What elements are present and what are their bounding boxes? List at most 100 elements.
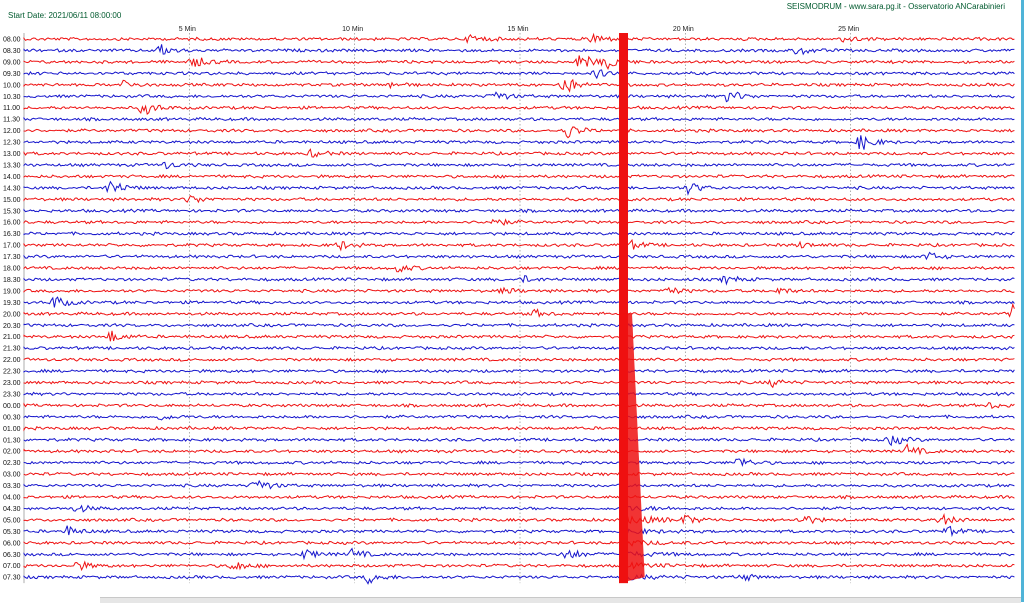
row-time-label: 20.00 [3,311,21,318]
row-time-label: 18.30 [3,277,21,284]
row-time-label: 18.00 [3,266,21,273]
row-time-label: 02.00 [3,449,21,456]
row-time-label: 00.00 [3,403,21,410]
row-time-label: 22.30 [3,369,21,376]
trace-row [23,44,1015,56]
trace-row [23,479,1015,490]
trace-row [23,560,1015,572]
trace-row [23,330,1015,342]
row-time-label: 11.00 [3,105,20,112]
trace-row [23,264,1015,273]
trace-row [23,391,1015,397]
trace-row [23,91,1015,103]
trace-row [23,504,1015,513]
row-time-label: 04.00 [3,495,21,502]
x-tick-label-15: 15 Min [507,26,528,33]
row-time-label: 15.00 [3,197,21,204]
trace-row [23,414,1015,421]
trace-row [23,238,1015,252]
row-time-label: 12.00 [3,128,21,135]
trace-row [23,494,1015,500]
row-time-label: 09.00 [3,59,21,66]
row-time-label: 06.00 [3,540,21,547]
row-time-label: 17.30 [3,254,21,261]
trace-row [23,539,1015,547]
trace-row [23,401,1015,410]
horizontal-scrollbar[interactable] [100,597,1021,603]
start-date-label: Start Date: 2021/06/11 08:00:00 [8,11,122,20]
trace-row [23,322,1015,328]
grid-lines [23,33,852,584]
trace-row [23,275,1015,286]
trace-row [23,457,1015,467]
trace-row [23,251,1015,261]
row-time-label: 07.00 [3,563,21,570]
trace-row [23,296,1015,308]
row-time-label: 07.30 [3,575,21,582]
row-time-label: 23.00 [3,380,21,387]
trace-row [23,286,1015,295]
row-time-label: 19.00 [3,288,21,295]
x-tick-label-5: 5 Min [179,26,196,33]
row-time-label: 12.30 [3,140,21,147]
row-time-label: 01.00 [3,426,21,433]
trace-row [23,194,1015,204]
trace-row [23,173,1015,179]
row-time-label: 04.30 [3,506,21,513]
x-tick-label-25: 25 Min [838,26,859,33]
trace-row [23,443,1015,456]
row-time-label: 16.30 [3,231,21,238]
row-time-label: 16.00 [3,220,21,227]
row-time-label: 03.00 [3,472,21,479]
trace-row [23,525,1015,538]
x-tick-label-20: 20 Min [673,26,694,33]
trace-row [23,104,1015,115]
row-time-label: 09.30 [3,71,21,78]
major-event-band [619,33,629,584]
row-time-label: 23.30 [3,391,21,398]
row-time-label: 14.00 [3,174,21,181]
x-tick-label-10: 10 Min [342,26,363,33]
trace-row [23,378,1015,389]
trace-row [23,368,1015,374]
trace-row [23,78,1015,93]
trace-row [23,435,1015,447]
trace-row [23,218,1015,226]
trace-row [23,302,1015,318]
trace-row [23,471,1015,477]
trace-row [23,55,1015,71]
row-time-label: 17.00 [3,243,21,250]
source-label: SEISMODRUM - www.sara.pg.it - Osservator… [786,2,1005,11]
row-time-label: 01.30 [3,437,21,444]
trace-row [23,161,1015,170]
trace-row [23,512,1015,525]
row-time-label: 13.00 [3,151,21,158]
row-time-label: 10.00 [3,82,21,89]
trace-row [23,345,1015,351]
trace-row [23,425,1015,432]
row-time-label: 05.30 [3,529,21,536]
trace-row [23,69,1015,80]
row-time-label: 22.00 [3,357,21,364]
row-time-label: 06.30 [3,552,21,559]
row-time-label: 00.30 [3,414,21,421]
major-event [619,33,645,584]
row-time-label: 14.30 [3,185,21,192]
row-time-label: 03.30 [3,483,21,490]
trace-row [23,135,1015,150]
trace-row [23,208,1015,214]
row-time-label: 05.00 [3,517,21,524]
trace-row [23,547,1015,561]
row-time-label: 11.30 [3,117,20,124]
row-time-label: 19.30 [3,300,21,307]
trace-row [23,180,1015,196]
trace-row [23,32,1015,45]
trace-row [23,357,1015,362]
row-time-label: 08.30 [3,48,21,55]
trace-row [23,126,1015,139]
trace-row [23,148,1015,158]
trace-row [23,231,1015,236]
trace-row [23,116,1015,122]
row-time-label: 02.30 [3,460,21,467]
